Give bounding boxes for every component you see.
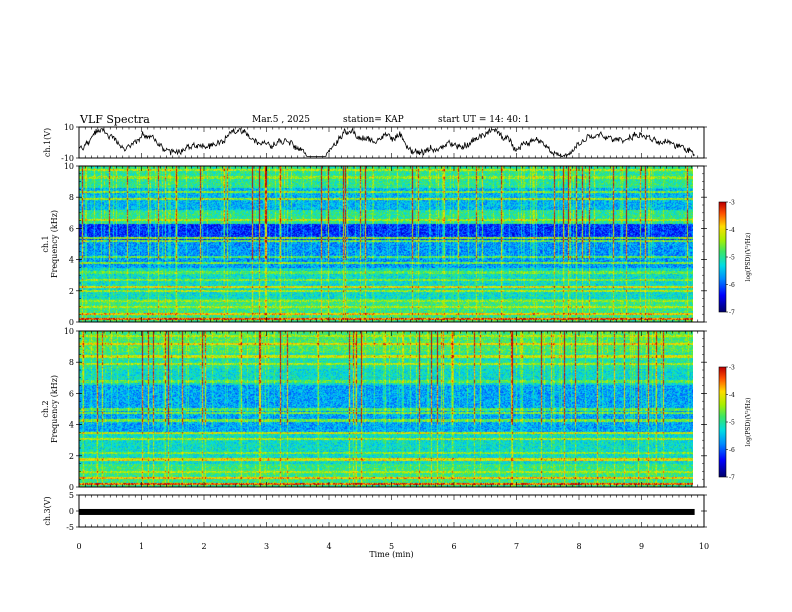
ch1-wave-ytick-label: -10 xyxy=(61,154,74,163)
ch1-spec-ytick-label: 6 xyxy=(69,224,74,233)
ch3-ylabel: ch.3(V) xyxy=(43,496,52,525)
x-tick-label: 10 xyxy=(699,542,709,551)
ch2-spec-ytick-label: 6 xyxy=(69,389,74,398)
ch2-colorbar-tick-label: -6 xyxy=(729,447,735,454)
ch1-spec-ylabel-freq: Frequency (kHz) xyxy=(50,210,59,278)
ch2-spec-ytick-label: 0 xyxy=(69,483,74,492)
ch1-colorbar-image xyxy=(719,202,726,312)
x-tick-label: 1 xyxy=(139,542,144,551)
ch2-colorbar-image xyxy=(719,367,726,477)
ch1-spec-ytick-label: 0 xyxy=(69,318,74,327)
start-time-label: start UT = 14: 40: 1 xyxy=(438,115,530,125)
ch1-colorbar-tick-label: -7 xyxy=(729,310,735,317)
station-label: station= KAP xyxy=(343,115,404,125)
ch2-colorbar-tick-label: -4 xyxy=(729,392,735,399)
x-tick-label: 9 xyxy=(639,542,644,551)
ch1-waveform-line xyxy=(78,127,695,158)
ch2-colorbar-label: log(PSD)(V²/Hz) xyxy=(745,398,752,447)
panel-2-frame xyxy=(78,165,705,323)
ch1-colorbar-label: log(PSD)(V²/Hz) xyxy=(745,233,752,282)
ch1-colorbar-frame xyxy=(718,201,727,313)
plot-title: VLF Spectra xyxy=(80,113,150,126)
ch2-spectrogram-image xyxy=(79,331,693,487)
x-tick-label: 6 xyxy=(451,542,456,551)
ch3-ytick-label: 0 xyxy=(69,507,74,516)
ch2-colorbar-tick-label: -5 xyxy=(729,420,735,427)
x-tick-label: 0 xyxy=(76,542,81,551)
ch2-colorbar-tick-label: -7 xyxy=(729,475,735,482)
ch2-spec-ytick-label: 2 xyxy=(69,452,74,461)
ch2-colorbar-tick-label: -3 xyxy=(729,365,735,372)
ch2-spec-ytick-label: 4 xyxy=(69,421,74,430)
ch2-spec-ylabel-freq: Frequency (kHz) xyxy=(50,375,59,443)
ch2-spec-ylabel-channel: ch.2 xyxy=(41,400,50,417)
ch2-spec-ytick-label: 8 xyxy=(69,358,74,367)
ch1-spec-ytick-label: 2 xyxy=(69,287,74,296)
x-tick-label: 5 xyxy=(389,542,394,551)
panel-3-frame xyxy=(78,330,705,488)
ch1-spec-ytick-label: 8 xyxy=(69,193,74,202)
x-tick-label: 8 xyxy=(576,542,581,551)
ch1-wave-ylabel: ch.1(V) xyxy=(43,128,52,157)
ch1-colorbar-tick-label: -5 xyxy=(729,255,735,262)
x-tick-label: 4 xyxy=(326,542,331,551)
ch2-spec-ytick-label: 10 xyxy=(64,327,74,336)
ch3-ytick-label: -5 xyxy=(66,523,74,532)
ch1-spectrogram-image xyxy=(79,166,693,322)
ch3-ytick-label: 5 xyxy=(69,491,74,500)
ch2-colorbar-frame xyxy=(718,366,727,478)
x-tick-label: 2 xyxy=(201,542,206,551)
ch1-colorbar-tick-label: -4 xyxy=(729,227,735,234)
ch1-colorbar-tick-label: -6 xyxy=(729,282,735,289)
ch1-spec-ylabel-channel: ch.1 xyxy=(41,235,50,252)
x-tick-label: 7 xyxy=(514,542,519,551)
ch1-spec-ytick-label: 10 xyxy=(64,162,74,171)
ch3-level-band xyxy=(79,508,695,515)
ch1-colorbar-tick-label: -3 xyxy=(729,200,735,207)
x-tick-label: 3 xyxy=(264,542,269,551)
ch1-wave-ytick-label: 10 xyxy=(64,123,74,132)
ch1-spec-ytick-label: 4 xyxy=(69,256,74,265)
x-axis-label: Time (min) xyxy=(369,550,413,559)
date-label: Mar.5 , 2025 xyxy=(252,115,310,125)
